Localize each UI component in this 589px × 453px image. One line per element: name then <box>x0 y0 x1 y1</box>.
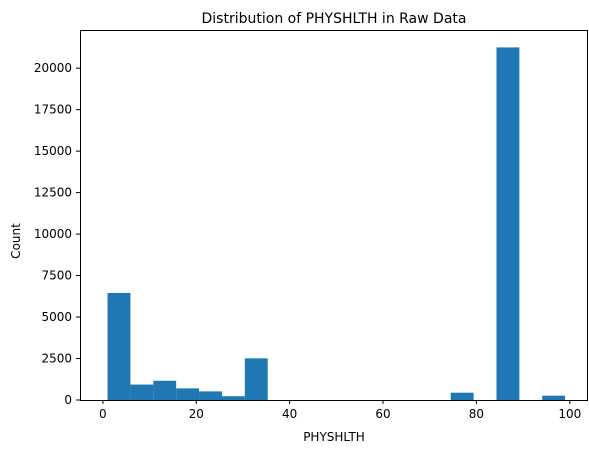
x-axis-ticks: 0 20 40 60 80 100 <box>99 400 581 421</box>
y-tick-label-5: 12500 <box>34 186 72 200</box>
y-axis-ticks: 0 2500 5000 7500 10000 12500 15000 17500 20000 <box>34 61 80 407</box>
x-axis-label: PHYSHLTH <box>303 430 365 444</box>
histogram-bar-4 <box>199 391 222 400</box>
y-tick-label-2: 5000 <box>41 310 72 324</box>
histogram-bar-2 <box>153 380 177 400</box>
x-tick-label-0: 0 <box>99 407 107 421</box>
histogram-bar-6 <box>244 358 268 400</box>
chart-title: Distribution of PHYSHLTH in Raw Data <box>202 11 467 27</box>
plot-frame <box>80 30 588 401</box>
histogram-bar-1 <box>130 384 154 400</box>
histogram-bar-15 <box>450 392 474 400</box>
y-tick-label-8: 20000 <box>34 61 72 75</box>
y-tick-label-7: 17500 <box>34 103 72 117</box>
histogram-bar-19 <box>542 395 566 400</box>
histogram-bar-3 <box>176 388 200 400</box>
x-tick-label-1: 20 <box>189 407 204 421</box>
y-tick-label-1: 2500 <box>41 352 72 366</box>
y-tick-label-4: 10000 <box>34 227 72 241</box>
histogram-bar-0 <box>107 292 131 400</box>
x-tick-label-4: 80 <box>469 407 484 421</box>
x-tick-label-2: 40 <box>282 407 297 421</box>
bars-group <box>107 47 566 401</box>
y-axis-label: Count <box>9 223 23 259</box>
histogram-bar-17 <box>496 47 520 401</box>
x-tick-label-3: 60 <box>375 407 390 421</box>
y-tick-label-3: 7500 <box>41 269 72 283</box>
y-tick-label-0: 0 <box>64 393 72 407</box>
histogram-bar-5 <box>221 396 245 400</box>
y-tick-label-6: 15000 <box>34 144 72 158</box>
x-tick-label-5: 100 <box>558 407 581 421</box>
